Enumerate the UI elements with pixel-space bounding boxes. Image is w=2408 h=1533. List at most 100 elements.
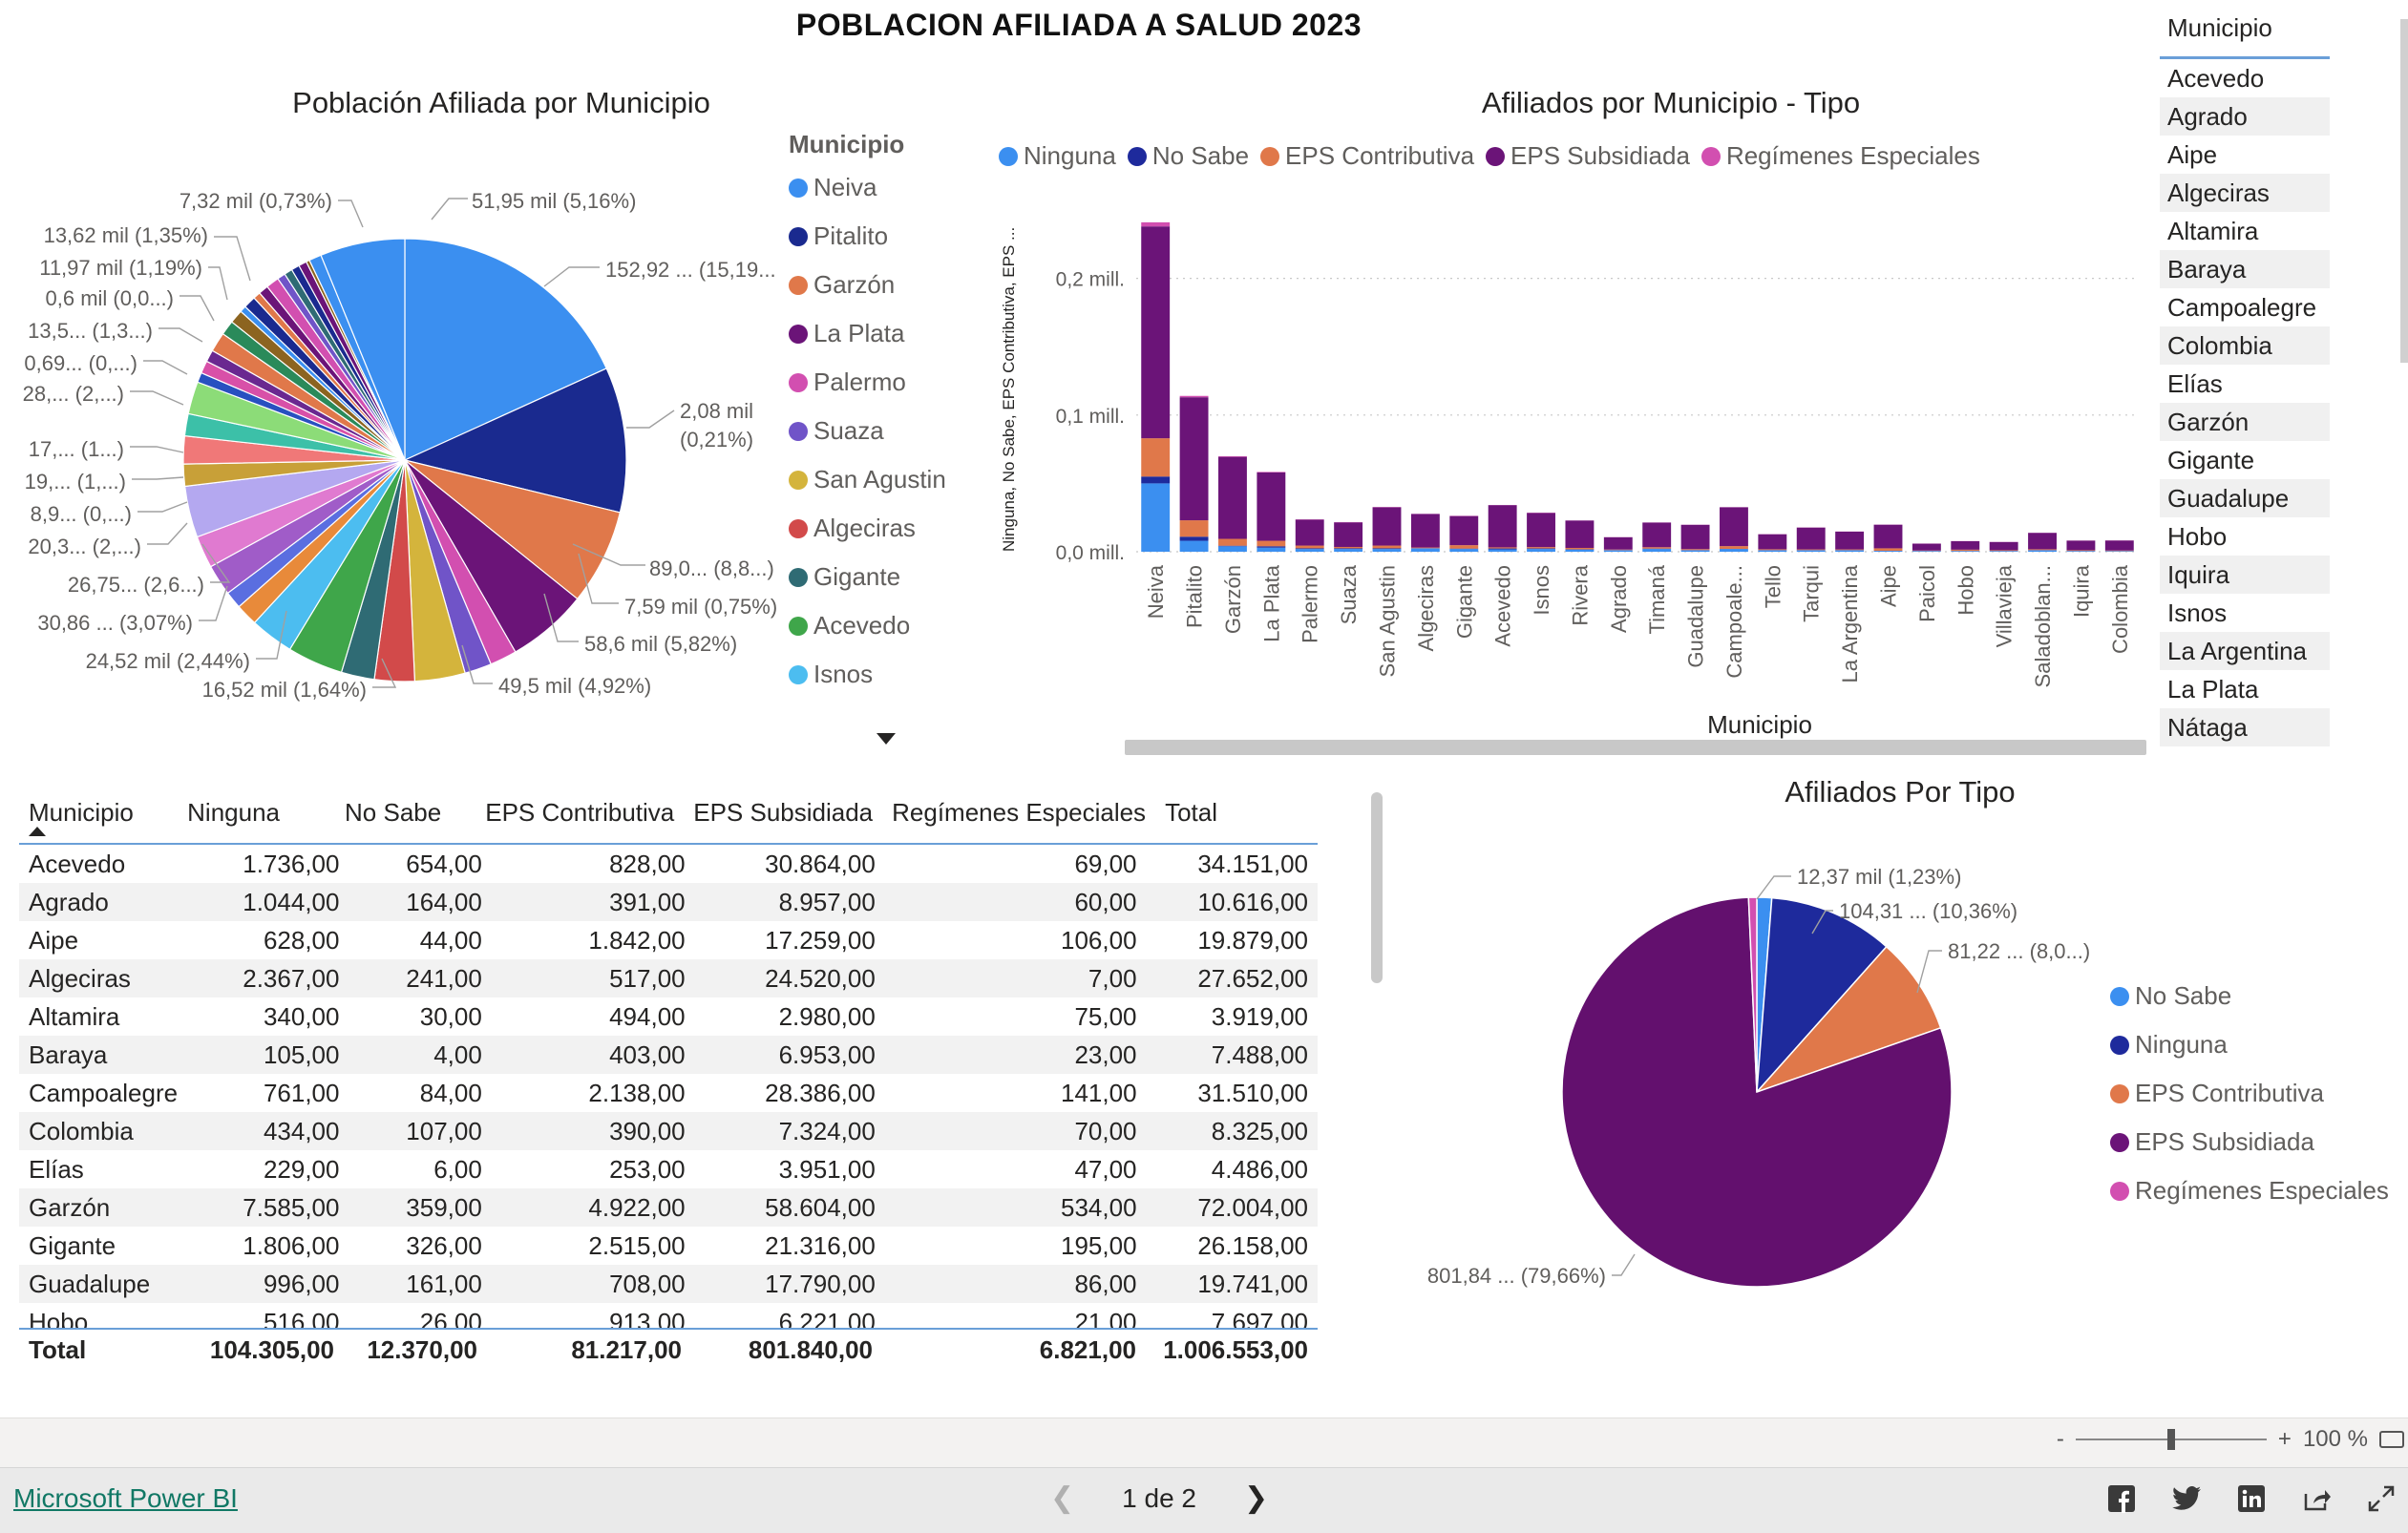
fit-to-page-icon[interactable] xyxy=(2379,1431,2404,1448)
bar-segment[interactable] xyxy=(1179,520,1209,537)
pie2-legend-item[interactable]: EPS Subsidiada xyxy=(2110,1118,2389,1166)
slicer-item[interactable]: Aipe xyxy=(2167,140,2218,169)
prev-page-icon[interactable]: ❮ xyxy=(1050,1482,1075,1514)
bar-segment[interactable] xyxy=(1179,540,1209,552)
bar-segment[interactable] xyxy=(1179,397,1209,521)
bar-segment[interactable] xyxy=(1565,520,1595,548)
pie-chart-tipo[interactable]: 12,37 mil (1,23%) 104,31 ... (10,36%) 81,2… xyxy=(1394,840,2120,1336)
pie2-legend-item[interactable]: No Sabe xyxy=(2110,972,2389,1020)
legend-more-icon[interactable] xyxy=(877,733,896,745)
bar-segment[interactable] xyxy=(1873,551,1903,552)
bar-segment[interactable] xyxy=(1835,550,1865,552)
zoom-in-button[interactable]: + xyxy=(2277,1426,2292,1452)
bar-segment[interactable] xyxy=(1410,548,1440,552)
legend-item-san-agustin[interactable]: San Agustin xyxy=(789,455,946,504)
pie-chart-municipio[interactable]: 51,95 mil (5,16%) 152,92 ... (15,19... 2,0… xyxy=(0,124,783,735)
bar-segment[interactable] xyxy=(1218,546,1247,552)
table-row[interactable]: Guadalupe 996,00 161,00 708,00 17.790,00 86,0… xyxy=(19,1265,1318,1303)
bar-segment[interactable] xyxy=(1989,550,2018,552)
slicer-item[interactable]: Baraya xyxy=(2160,250,2330,288)
bar-segment[interactable] xyxy=(2104,550,2134,552)
bar-segment[interactable] xyxy=(1565,547,1595,550)
pie2-legend-item[interactable]: Regímenes Especiales xyxy=(2110,1166,2389,1215)
bar-segment[interactable] xyxy=(1796,550,1826,552)
bar-segment[interactable] xyxy=(1218,545,1247,547)
bar-segment[interactable] xyxy=(1488,547,1517,549)
pie-slice-otro-7[interactable] xyxy=(320,238,406,461)
bar-segment[interactable] xyxy=(1796,549,1826,551)
bar-segment[interactable] xyxy=(1603,549,1633,551)
bar-legend-item[interactable]: EPS Contributiva xyxy=(1260,141,1474,171)
bar-segment[interactable] xyxy=(2066,540,2096,551)
bar-segment[interactable] xyxy=(1680,524,1710,550)
column-header[interactable]: Total xyxy=(1165,798,1217,827)
bar-legend-item[interactable]: EPS Subsidiada xyxy=(1486,141,1690,171)
column-header[interactable]: Regímenes Especiales xyxy=(892,798,1147,827)
slicer-item[interactable]: La Argentina xyxy=(2160,632,2330,670)
bar-segment[interactable] xyxy=(1334,549,1363,552)
bar-segment[interactable] xyxy=(1141,476,1171,484)
pie-slice-regímenes-especiales[interactable] xyxy=(1747,896,1758,1093)
bar-segment[interactable] xyxy=(1295,519,1324,546)
bar-segment[interactable] xyxy=(1334,546,1363,549)
pie-slice-pitalito[interactable] xyxy=(403,368,627,514)
slicer-item[interactable]: Guadalupe xyxy=(2160,479,2330,517)
power-bi-link[interactable]: Microsoft Power BI xyxy=(13,1483,238,1513)
bar-segment[interactable] xyxy=(1951,540,1980,550)
bar-segment[interactable] xyxy=(1796,527,1826,550)
bar-segment[interactable] xyxy=(1835,531,1865,550)
bar-segment[interactable] xyxy=(1449,545,1479,549)
bar-segment[interactable] xyxy=(1720,549,1748,552)
legend-item-isnos[interactable]: Isnos xyxy=(789,650,946,699)
bar-segment[interactable] xyxy=(1334,522,1363,547)
slicer-scrollbar[interactable] xyxy=(2400,19,2408,363)
bar-segment[interactable] xyxy=(1835,549,1865,551)
bar-segment[interactable] xyxy=(1720,507,1748,547)
bar-legend-item[interactable]: Ninguna xyxy=(999,141,1116,171)
slicer-item[interactable]: Campoalegre xyxy=(2167,293,2317,322)
legend-item-algeciras[interactable]: Algeciras xyxy=(789,504,946,553)
bar-segment[interactable] xyxy=(1372,548,1402,550)
bar-segment[interactable] xyxy=(1758,549,1787,551)
facebook-icon[interactable] xyxy=(2104,1481,2139,1516)
column-header[interactable]: Municipio xyxy=(29,798,134,827)
bar-segment[interactable] xyxy=(1488,505,1517,548)
table-row[interactable]: Colombia 434,00 107,00 390,00 7.324,00 70,00 8… xyxy=(19,1112,1318,1150)
table-row[interactable]: Algeciras 2.367,00 241,00 517,00 24.520,00 7,… xyxy=(19,959,1318,998)
bar-segment[interactable] xyxy=(1642,522,1672,548)
slicer-item[interactable]: Altamira xyxy=(2167,217,2259,245)
pie2-legend-item[interactable]: Ninguna xyxy=(2110,1020,2389,1069)
bar-segment[interactable] xyxy=(1488,549,1517,552)
column-header[interactable]: EPS Contributiva xyxy=(485,798,675,827)
bar-segment[interactable] xyxy=(1141,438,1171,477)
slicer-item[interactable]: Nátaga xyxy=(2160,708,2330,746)
twitter-icon[interactable] xyxy=(2169,1481,2204,1516)
bar-segment[interactable] xyxy=(1179,536,1209,541)
slicer-item[interactable]: Iquira xyxy=(2160,556,2330,594)
bar-segment[interactable] xyxy=(1603,550,1633,552)
bar-segment[interactable] xyxy=(1334,548,1363,550)
table-row[interactable]: Hobo 516,00 26,00 913,00 6.221,00 21,00 7.697,… xyxy=(19,1303,1318,1329)
bar-segment[interactable] xyxy=(1488,548,1517,550)
bar-segment[interactable] xyxy=(1603,536,1633,550)
bar-segment[interactable] xyxy=(1449,515,1479,546)
table-row[interactable]: Altamira 340,00 30,00 494,00 2.980,00 75,00 3.… xyxy=(19,998,1318,1036)
bar-segment[interactable] xyxy=(1758,550,1787,552)
stacked-bar-chart[interactable]: 0,0 mill. 0,1 mill. 0,2 mill. Ninguna, No S… xyxy=(993,191,2158,764)
table-row[interactable]: Acevedo 1.736,00 654,00 828,00 30.864,00 69,0… xyxy=(19,845,1318,883)
bar-segment[interactable] xyxy=(1720,546,1748,549)
table-row[interactable]: Elías 229,00 6,00 253,00 3.951,00 47,00 4.486,… xyxy=(19,1150,1318,1188)
table-row[interactable]: Baraya 105,00 4,00 403,00 6.953,00 23,00 7.488… xyxy=(19,1036,1318,1074)
pie-slice-ninguna[interactable] xyxy=(1756,896,1888,1095)
bar-segment[interactable] xyxy=(2028,549,2057,551)
bar-segment[interactable] xyxy=(2104,551,2134,552)
pie-slice-eps-subsidiada[interactable] xyxy=(1561,896,1953,1288)
slicer-item[interactable]: Colombia xyxy=(2160,326,2330,365)
bar-segment[interactable] xyxy=(1565,549,1595,552)
bar-segment[interactable] xyxy=(1257,540,1286,547)
slicer-item[interactable]: Elías xyxy=(2167,369,2223,398)
legend-item-la-plata[interactable]: La Plata xyxy=(789,309,946,358)
bar-segment[interactable] xyxy=(1527,513,1555,548)
sort-ascending-icon[interactable] xyxy=(29,827,46,836)
zoom-out-button[interactable]: - xyxy=(2056,1426,2064,1452)
